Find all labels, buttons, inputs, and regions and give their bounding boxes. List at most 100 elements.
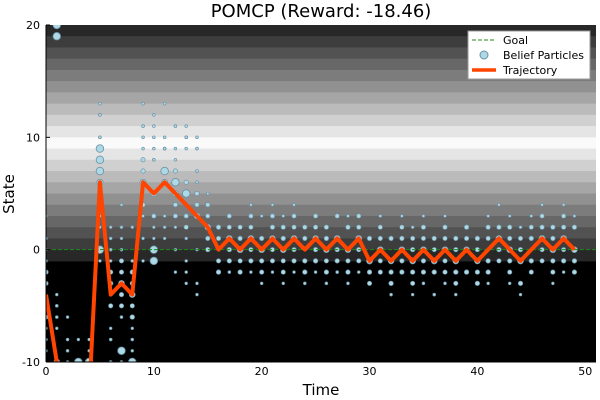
belief-particle [410,292,415,297]
belief-particle [152,135,156,140]
belief-particle [302,224,308,230]
x-tick-label: 40 [470,365,484,378]
belief-particle [140,168,146,174]
belief-particle [226,213,232,219]
belief-particle [518,225,523,229]
belief-particle [162,225,167,229]
belief-particle [129,303,135,309]
belief-particle [98,259,102,263]
belief-particle [140,157,146,163]
belief-particle [453,235,459,241]
belief-particle [162,214,167,218]
belief-particle [46,280,49,286]
belief-particle [464,224,470,230]
belief-particle [259,269,265,275]
belief-particle [259,235,265,241]
belief-particle [561,258,567,264]
belief-particle [237,258,243,264]
belief-particle [55,292,59,297]
belief-particle [323,269,329,275]
belief-particle [173,158,178,162]
belief-particle [269,213,275,219]
belief-particle [216,224,222,230]
belief-particle [184,236,188,241]
belief-particle [356,258,362,264]
belief-particle [291,224,297,230]
belief-particle [141,214,145,218]
belief-particle [227,270,232,274]
belief-particle [173,124,178,128]
belief-particle [152,113,156,117]
legend-particles-label: Belief Particles [503,49,584,62]
belief-particle [474,269,480,275]
belief-particle [528,269,534,275]
belief-particle [292,203,296,207]
belief-particle [485,224,491,230]
belief-particle [388,235,394,241]
belief-particle [507,269,513,275]
belief-particle [442,269,448,275]
belief-particle [205,202,211,208]
reward-band [46,36,596,48]
belief-particle [226,224,232,230]
y-tick-label: 0 [33,244,40,257]
belief-particle [129,314,135,320]
belief-particle [486,214,490,218]
reward-band [46,114,596,127]
belief-particle [141,101,145,106]
reward-background [46,25,596,362]
reward-band [46,148,596,161]
belief-particle [195,135,199,140]
y-axis-label: State [0,174,18,214]
belief-particle [443,214,447,218]
belief-particle [55,315,59,319]
belief-particle [280,258,286,264]
x-tick-label: 20 [255,365,269,378]
belief-particle [313,258,319,264]
belief-particle [46,269,49,275]
belief-particle [249,270,253,274]
belief-particle [335,270,339,274]
belief-particle [280,224,286,230]
belief-particle [388,280,394,286]
belief-particle [442,224,448,230]
belief-particle [237,269,243,275]
belief-particle [109,225,113,229]
belief-particle [496,258,502,264]
belief-particle [313,213,319,219]
belief-particle [432,292,436,297]
belief-particle [518,292,523,297]
x-tick-label: 30 [363,365,377,378]
belief-particle [421,281,426,286]
belief-particle [162,101,167,106]
belief-particle [141,124,145,128]
reward-band [46,182,596,194]
belief-particle [389,292,393,297]
belief-particle [119,315,124,319]
belief-particle [313,224,319,230]
belief-particle [141,236,145,241]
belief-particle [109,236,113,241]
belief-particle [74,357,83,362]
belief-particle [152,225,156,229]
belief-particle [464,269,470,275]
belief-particle [259,214,264,218]
legend: Goal Belief Particles Trajectory [467,30,591,80]
belief-particle [152,146,156,151]
belief-particle [291,213,297,219]
belief-particle [76,337,81,342]
belief-particle [98,135,102,140]
belief-particle [345,224,351,230]
belief-particle [518,280,524,286]
belief-particle [410,225,415,229]
belief-particles [46,25,578,362]
belief-particle [216,258,222,264]
reward-band [46,171,596,183]
belief-particle [98,113,102,117]
belief-particle [152,236,156,241]
belief-particle [431,235,437,241]
belief-particle [269,224,275,230]
belief-particle [194,202,200,208]
belief-particle [270,203,275,207]
